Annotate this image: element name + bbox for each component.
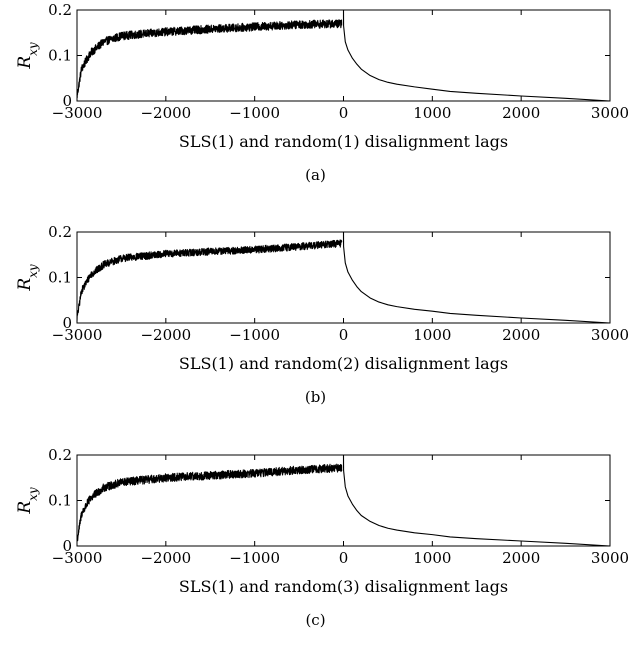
y-axis-label: Rxy [15,264,40,292]
x-tick-label: 0 [339,104,349,122]
y-axis-label: Rxy [15,42,40,70]
negative-lag-trace [76,19,343,99]
y-axis-label-sub: xy [26,487,40,501]
x-tick-label: 1000 [413,104,451,122]
y-tick-label: 0.1 [48,492,72,510]
x-tick-label: −3000 [52,326,103,344]
x-tick-label: −2000 [140,549,191,567]
chart-a: −3000 −2000 −1000 0 1000 2000 3000 0 0.1 0.2 Rxy SL… [15,1,629,184]
x-tick-label: 2000 [502,326,540,344]
y-axis-label-sub: xy [26,264,40,278]
x-tick-label: 3000 [591,549,629,567]
x-tick-label: −2000 [140,104,191,122]
panel-caption: (a) [305,166,326,184]
y-tick-label: 0.2 [48,1,72,19]
y-axis-label-sub: xy [26,42,40,56]
x-tick-label: 3000 [591,326,629,344]
y-tick-label: 0 [62,537,72,555]
x-tick-label: 2000 [502,104,540,122]
chart-c: −3000 −2000 −1000 0 1000 2000 3000 0 0.1 0.2 Rxy SL… [15,446,629,629]
x-tick-label: 1000 [413,549,451,567]
x-tick-label: 1000 [413,326,451,344]
panel-caption: (b) [305,388,326,406]
x-tick-label: 0 [339,549,349,567]
y-tick-label: 0 [62,92,72,110]
x-tick-label: −2000 [140,326,191,344]
y-axis-label-base: R [15,501,35,515]
negative-lag-trace [76,463,343,542]
y-axis-label-base: R [15,278,35,292]
chart-panel-b: −3000 −2000 −1000 0 1000 2000 3000 0 0.1 0.2 Rxy SL… [0,222,629,440]
panel-caption: (c) [305,611,325,629]
y-tick-label: 0.2 [48,446,72,464]
x-axis-label: SLS(1) and random(1) disalignment lags [179,132,508,151]
positive-lag-decay-line [342,9,611,102]
chart-panel-c: −3000 −2000 −1000 0 1000 2000 3000 0 0.1 0.2 Rxy SL… [0,445,629,669]
y-axis-label: Rxy [15,487,40,515]
positive-lag-decay-line [342,454,611,547]
x-tick-label: −1000 [229,326,280,344]
x-tick-label: 3000 [591,104,629,122]
y-tick-label: 0.1 [48,269,72,287]
y-tick-label: 0.1 [48,47,72,65]
x-tick-label: −1000 [229,104,280,122]
positive-lag-decay-line [342,231,611,324]
x-axis-label: SLS(1) and random(2) disalignment lags [179,354,508,373]
x-axis-label: SLS(1) and random(3) disalignment lags [179,577,508,596]
y-axis-label-base: R [15,56,35,70]
x-tick-label: −3000 [52,549,103,567]
negative-lag-trace [76,239,343,322]
x-tick-label: −3000 [52,104,103,122]
x-tick-label: 2000 [502,549,540,567]
y-tick-label: 0.2 [48,223,72,241]
x-tick-label: −1000 [229,549,280,567]
chart-b: −3000 −2000 −1000 0 1000 2000 3000 0 0.1 0.2 Rxy SL… [15,223,629,406]
chart-panel-a: −3000 −2000 −1000 0 1000 2000 3000 0 0.1 0.2 Rxy SL… [0,0,629,218]
x-tick-label: 0 [339,326,349,344]
y-tick-label: 0 [62,314,72,332]
